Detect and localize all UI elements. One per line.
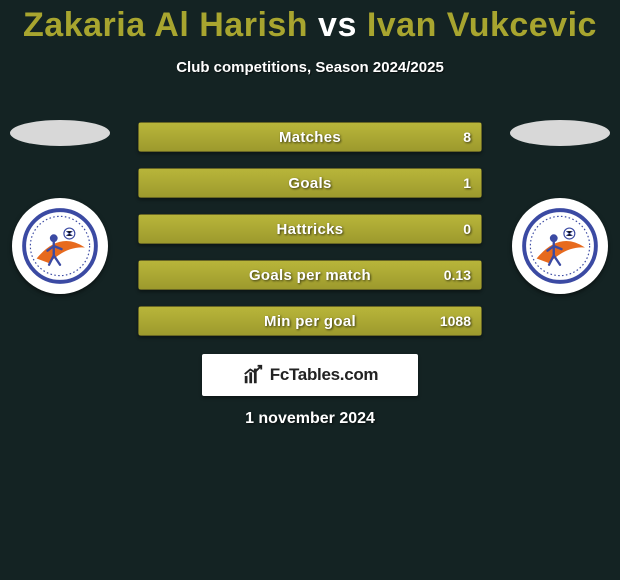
player1-photo-placeholder <box>10 120 110 146</box>
page-title: Zakaria Al Harish vs Ivan Vukcevic <box>0 0 620 45</box>
right-player-column <box>510 120 610 296</box>
stat-value-right: 0 <box>453 215 481 243</box>
stat-row: Min per goal1088 <box>138 306 482 336</box>
stat-value-left <box>139 169 159 197</box>
club-badge-icon <box>512 198 608 294</box>
stat-label: Matches <box>139 123 481 151</box>
stat-label: Goals per match <box>139 261 481 289</box>
stat-row: Goals1 <box>138 168 482 198</box>
stat-value-left <box>139 307 159 335</box>
stat-value-right: 1 <box>453 169 481 197</box>
vs-label: vs <box>318 6 357 44</box>
stat-value-right: 8 <box>453 123 481 151</box>
site-attribution[interactable]: FcTables.com <box>202 354 418 396</box>
stat-value-right: 0.13 <box>434 261 481 289</box>
subtitle: Club competitions, Season 2024/2025 <box>0 59 620 76</box>
stat-label: Hattricks <box>139 215 481 243</box>
stats-panel: Matches8Goals1Hattricks0Goals per match0… <box>138 122 482 352</box>
left-player-column <box>10 120 110 296</box>
stat-value-right: 1088 <box>430 307 481 335</box>
stat-value-left <box>139 261 159 289</box>
site-name: FcTables.com <box>270 365 379 385</box>
stat-row: Matches8 <box>138 122 482 152</box>
player2-name: Ivan Vukcevic <box>367 6 597 44</box>
stat-label: Goals <box>139 169 481 197</box>
player1-name: Zakaria Al Harish <box>23 6 308 44</box>
stat-row: Goals per match0.13 <box>138 260 482 290</box>
site-logo-icon <box>242 364 264 386</box>
player1-club-badge <box>10 196 110 296</box>
player2-club-badge <box>510 196 610 296</box>
infographic-root: Zakaria Al Harish vs Ivan Vukcevic Club … <box>0 0 620 580</box>
stat-row: Hattricks0 <box>138 214 482 244</box>
club-badge-icon <box>12 198 108 294</box>
player2-photo-placeholder <box>510 120 610 146</box>
stat-value-left <box>139 215 159 243</box>
stat-value-left <box>139 123 159 151</box>
date-line: 1 november 2024 <box>0 410 620 428</box>
